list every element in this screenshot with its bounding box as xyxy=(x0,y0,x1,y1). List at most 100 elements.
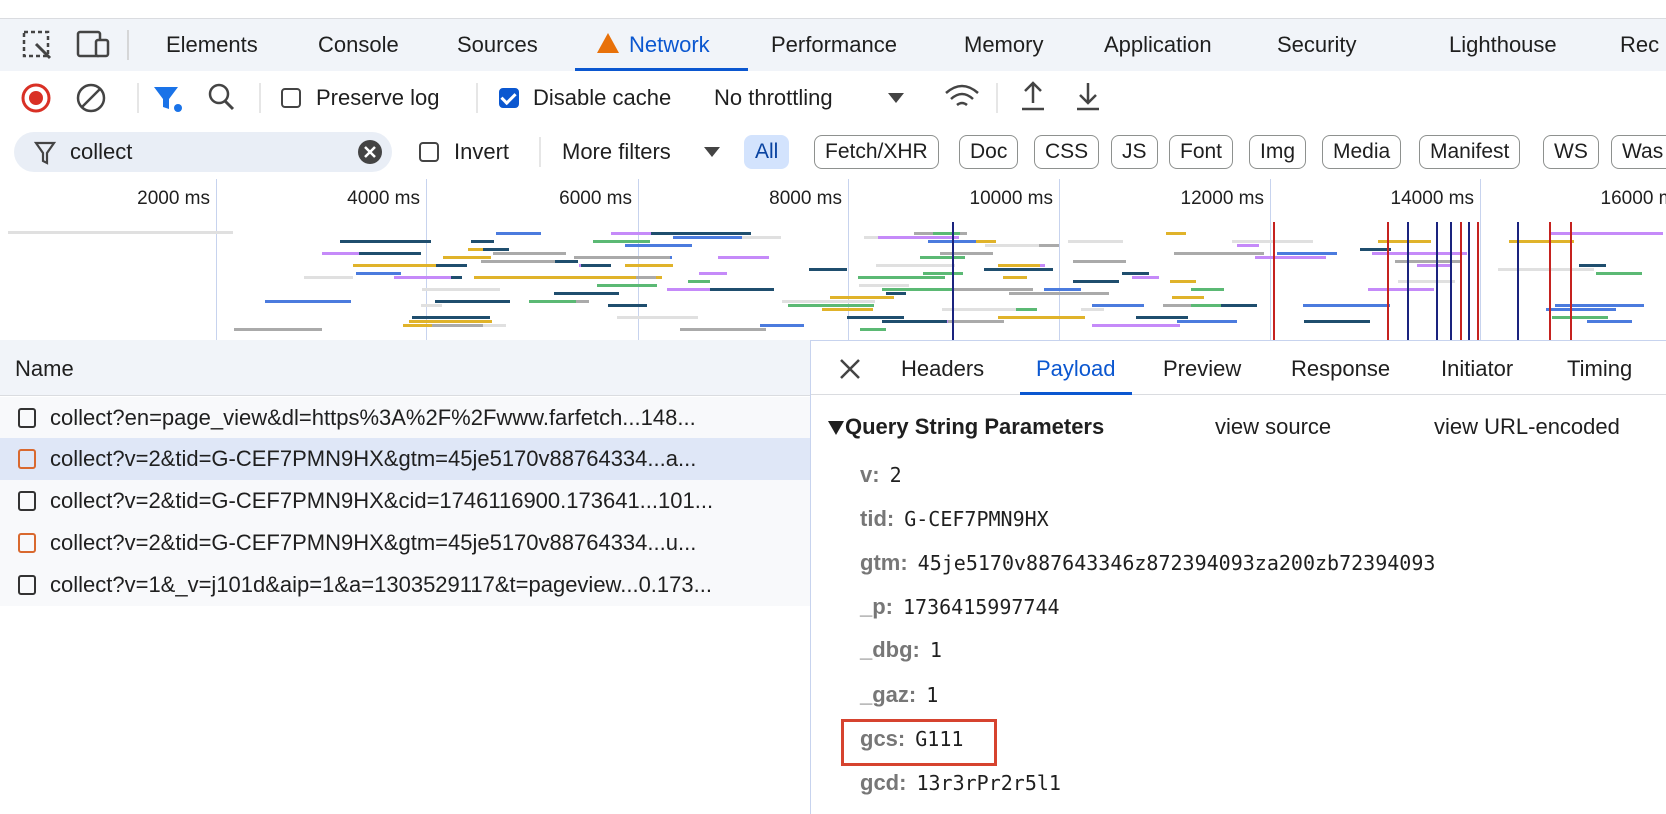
type-chip[interactable]: Font xyxy=(1169,135,1234,169)
type-chip[interactable]: Fetch/XHR xyxy=(814,135,939,169)
tick-label: 6000 ms xyxy=(559,188,632,209)
tick-label: 10000 ms xyxy=(969,188,1053,209)
tick-label: 12000 ms xyxy=(1180,188,1264,209)
waterfall-bar xyxy=(393,276,452,279)
detail-tab[interactable]: Headers xyxy=(901,356,985,381)
waterfall-bar xyxy=(948,320,1004,323)
request-row[interactable] xyxy=(0,522,810,564)
param-key: _gaz: xyxy=(860,682,917,707)
waterfall-bar xyxy=(1080,308,1105,311)
waterfall-bar xyxy=(788,304,875,307)
detail-tab[interactable]: Payload xyxy=(1036,356,1116,381)
close-icon[interactable] xyxy=(836,355,864,383)
waterfall-bar xyxy=(858,284,909,287)
warning-icon xyxy=(597,33,619,53)
request-row[interactable] xyxy=(0,480,810,522)
detail-tab[interactable]: Initiator xyxy=(1441,356,1514,381)
row-icon xyxy=(18,575,36,595)
tab[interactable]: Security xyxy=(1277,32,1357,57)
name-header xyxy=(0,340,810,396)
request-name[interactable]: collect?en=page_view&dl=https%3A%2F%2Fww… xyxy=(50,405,696,430)
waterfall-bar xyxy=(597,284,657,287)
waterfall-bar xyxy=(998,316,1085,319)
type-chip[interactable]: All xyxy=(744,135,790,169)
more-filters[interactable]: More filters xyxy=(562,139,671,164)
waterfall-bar xyxy=(1015,308,1038,311)
filter-query[interactable]: collect xyxy=(70,139,133,164)
waterfall-bar xyxy=(1372,252,1467,255)
waterfall-bar xyxy=(857,276,945,279)
marker-line xyxy=(1387,222,1389,340)
tab[interactable]: Lighthouse xyxy=(1449,32,1557,57)
tick-line xyxy=(426,179,427,340)
waterfall-bar xyxy=(782,300,875,303)
waterfall-bar xyxy=(1172,296,1205,299)
section-title[interactable]: Query String Parameters xyxy=(845,414,1105,439)
param-value: G111 xyxy=(915,727,964,751)
waterfall-bar xyxy=(1073,280,1120,283)
tick-line xyxy=(1059,179,1060,340)
type-chip[interactable]: Was xyxy=(1611,135,1666,169)
tab[interactable]: Memory xyxy=(964,32,1044,57)
waterfall-bar xyxy=(822,308,873,311)
type-chip[interactable]: CSS xyxy=(1034,135,1100,169)
tab[interactable]: Performance xyxy=(771,32,897,57)
waterfall-bar xyxy=(1377,240,1431,243)
waterfall-bar xyxy=(941,308,1018,311)
request-name[interactable]: collect?v=2&tid=G-CEF7PMN9HX&cid=1746116… xyxy=(50,488,714,513)
tab[interactable]: Sources xyxy=(457,32,538,57)
request-name[interactable]: collect?v=1&_v=j101d&aip=1&a=1303529117&… xyxy=(50,572,712,597)
disable-cache: Disable cache xyxy=(533,85,672,110)
detail-tab[interactable]: Response xyxy=(1291,356,1391,381)
checkbox[interactable] xyxy=(281,88,301,108)
type-chip[interactable]: Media xyxy=(1322,135,1402,169)
throttling[interactable]: No throttling xyxy=(714,85,833,110)
waterfall-bar xyxy=(687,280,710,283)
waterfall-bar xyxy=(1072,260,1126,263)
detail-tab[interactable]: Preview xyxy=(1163,356,1242,381)
waterfall-bar xyxy=(1237,244,1259,247)
param-key: gcs: xyxy=(860,726,906,751)
request-row[interactable] xyxy=(0,438,810,480)
waterfall-bar xyxy=(1498,268,1595,271)
waterfall-bar xyxy=(1549,232,1646,235)
marker-line xyxy=(1460,222,1462,340)
waterfall-bar xyxy=(1136,316,1188,319)
waterfall-bar xyxy=(442,256,492,259)
tab[interactable]: Elements xyxy=(166,32,258,57)
waterfall-bar xyxy=(1131,276,1159,279)
tab[interactable]: Application xyxy=(1104,32,1212,57)
marker-line xyxy=(1517,222,1519,340)
type-chip[interactable]: Manifest xyxy=(1419,135,1521,169)
checkbox[interactable] xyxy=(419,142,439,162)
filter-input[interactable] xyxy=(14,132,392,172)
request-row[interactable] xyxy=(0,397,810,439)
waterfall-bar xyxy=(421,288,500,291)
param-row: _p: 1736415997744 xyxy=(860,594,1060,620)
waterfall-bar xyxy=(679,328,767,331)
waterfall-bar xyxy=(847,316,904,319)
waterfall-bar xyxy=(480,260,555,263)
type-chip[interactable]: JS xyxy=(1111,135,1158,169)
request-name[interactable]: collect?v=2&tid=G-CEF7PMN9HX&gtm=45je517… xyxy=(50,446,697,471)
checkbox[interactable] xyxy=(499,88,519,108)
tab[interactable]: Network xyxy=(629,32,710,57)
waterfall-bar xyxy=(1545,308,1616,311)
waterfall-bar xyxy=(624,264,674,267)
request-row[interactable] xyxy=(0,564,810,606)
param-value: 2 xyxy=(889,463,902,487)
param-value: 13r3rPr2r5l1 xyxy=(916,771,1061,795)
view-source[interactable]: view source xyxy=(1215,414,1332,439)
detail-tab[interactable]: Timing xyxy=(1567,356,1633,381)
view-url-encoded[interactable]: view URL-encoded xyxy=(1434,414,1620,439)
waterfall-bar xyxy=(1587,320,1632,323)
tab[interactable]: Console xyxy=(318,32,399,57)
waterfall-bar xyxy=(1122,272,1150,275)
request-name[interactable]: collect?v=2&tid=G-CEF7PMN9HX&gtm=45je517… xyxy=(50,530,697,555)
type-chip[interactable]: Img xyxy=(1249,135,1307,169)
tab[interactable]: Rec xyxy=(1620,32,1660,57)
type-chip[interactable]: WS xyxy=(1543,135,1599,169)
type-chip[interactable]: Doc xyxy=(959,135,1019,169)
waterfall-bar xyxy=(1221,304,1258,307)
